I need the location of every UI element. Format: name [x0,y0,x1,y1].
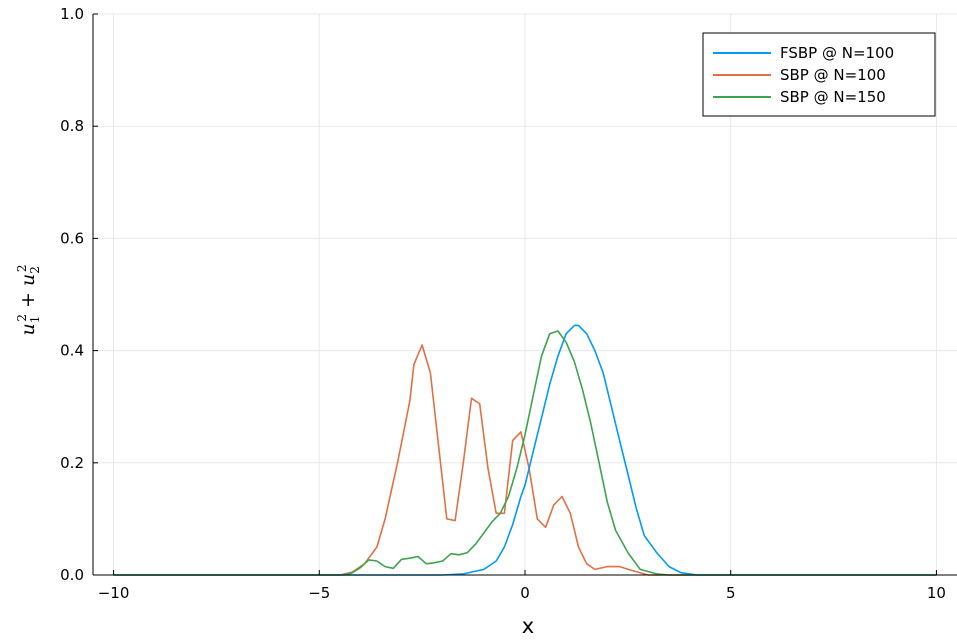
y-tick-label-3: 0.6 [60,229,84,247]
x-tick-label-2: 0 [520,584,530,602]
y-tick-label-2: 0.4 [60,342,84,360]
y-tick-label-4: 0.8 [60,117,84,135]
y-axis-label: u12+u22 [15,265,42,336]
y-tick-label-0: 0.0 [60,566,84,584]
y-tick-label-5: 1.0 [60,5,84,23]
legend-label-sbp-100: SBP @ N=100 [780,66,886,84]
x-tick-label-0: −10 [98,584,130,602]
x-tick-label-4: 10 [927,584,946,602]
series-line-sbp-n-100 [113,344,937,576]
y-tick-label-1: 0.2 [60,454,84,472]
x-axis-label: x [522,614,534,638]
series-line-fsbp-n-100 [113,324,937,576]
legend-label-sbp-150: SBP @ N=150 [780,88,886,106]
series-lines [113,324,937,576]
tick-labels: −10 −5 0 5 10 0.0 0.2 0.4 0.6 0.8 1.0 [60,5,946,602]
legend: FSBP @ N=100 SBP @ N=100 SBP @ N=150 [702,32,936,117]
x-tick-label-1: −5 [308,584,330,602]
legend-label-fsbp-100: FSBP @ N=100 [780,44,894,62]
axes [92,13,957,576]
series-line-sbp-n-150 [113,330,937,576]
x-tick-label-3: 5 [726,584,736,602]
